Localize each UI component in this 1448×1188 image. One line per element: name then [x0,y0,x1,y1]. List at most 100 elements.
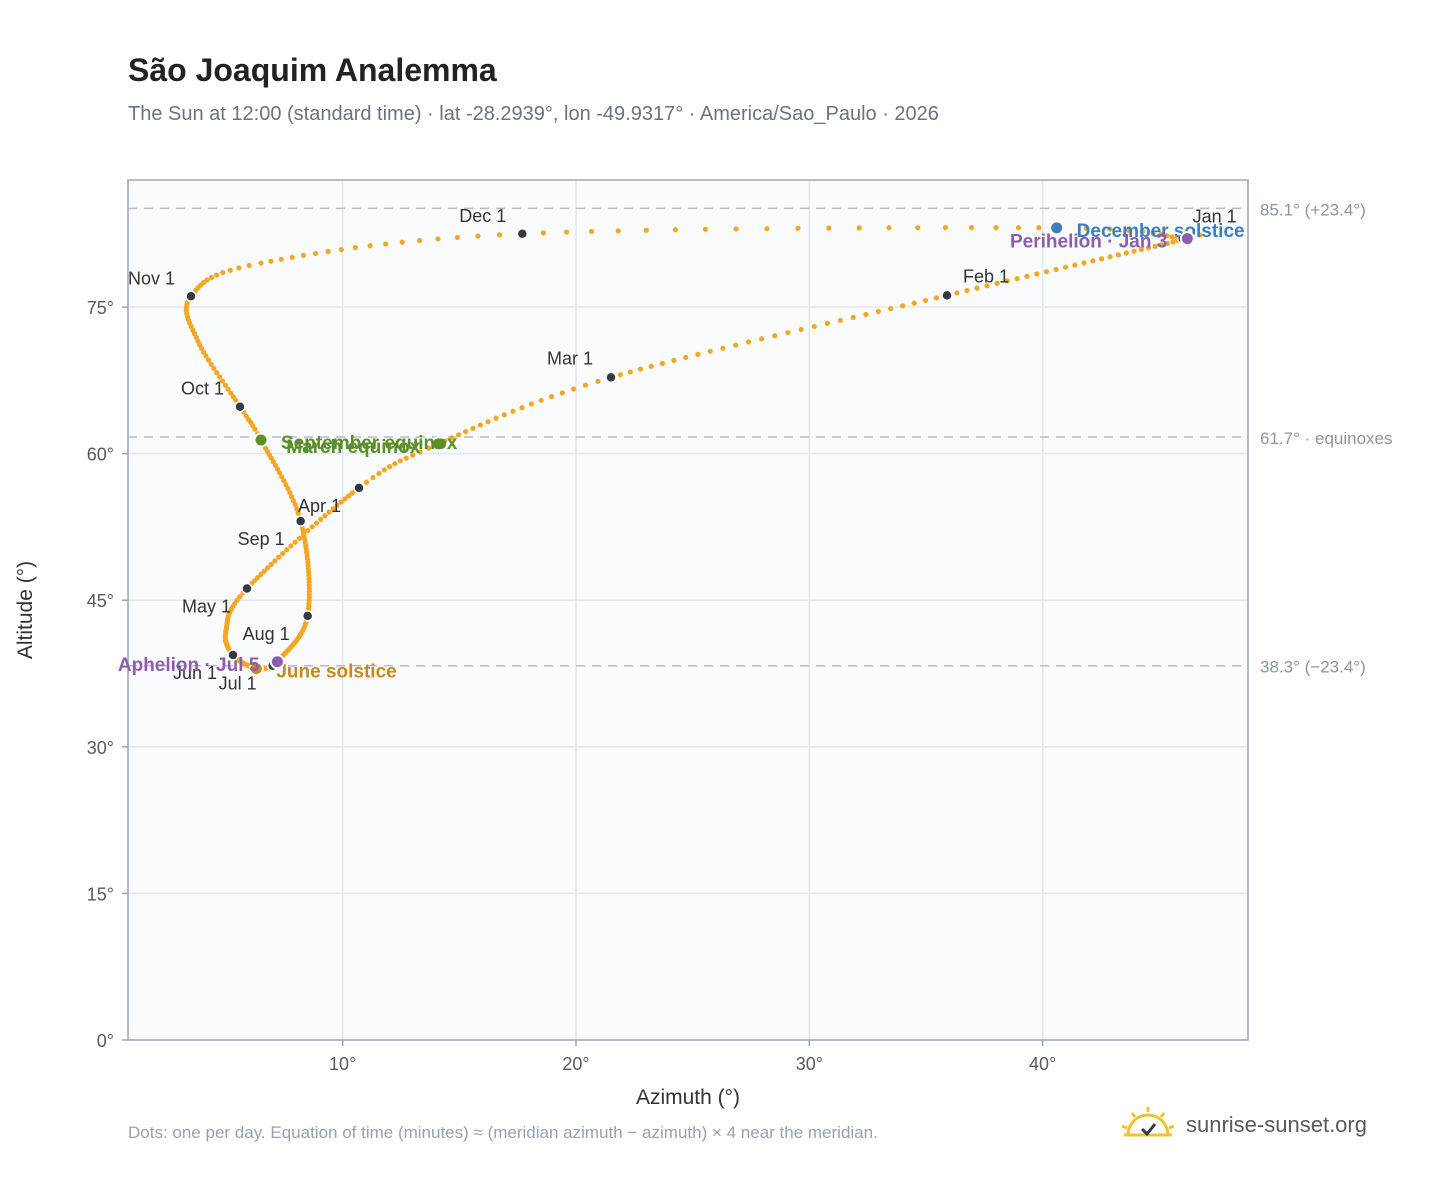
month-marker [294,515,307,527]
daily-dot [258,260,264,266]
x-axis-label: Azimuth (°) [636,1086,740,1109]
daily-dot [211,365,217,371]
daily-dot [322,513,328,519]
daily-dot [1150,230,1156,236]
daily-dot [1004,278,1010,284]
daily-dot [227,267,233,273]
brand[interactable]: sunrise-sunset.org [1120,1100,1367,1150]
daily-dot [370,474,376,481]
daily-dot [417,449,423,455]
daily-dot [312,250,319,257]
daily-dot [563,229,570,235]
footnote: Dots: one per day. Equation of time (min… [128,1123,878,1142]
daily-dot [1170,239,1176,245]
reference-line-label: 38.3° (−23.4°) [1260,658,1366,677]
daily-dot [968,225,975,231]
daily-dot [785,330,791,336]
daily-dot [383,241,389,247]
daily-dot [367,243,373,249]
month-label: Dec 1 [459,206,506,226]
daily-dot [288,543,294,549]
reference-lines: 85.1° (+23.4°) 61.7° · equinoxes 38.3° (−2… [128,200,1393,677]
month-label: Oct 1 [181,379,224,399]
daily-dot [540,230,546,236]
daily-dot [403,455,409,461]
daily-dot [595,378,601,384]
reference-line-label: 61.7° · equinoxes [1260,429,1393,448]
daily-dot [349,490,355,496]
daily-dot [993,225,999,231]
daily-dot [837,317,843,323]
daily-dot [1164,233,1170,239]
month-marker [227,649,239,661]
daily-dot [1169,234,1175,240]
daily-dot [352,245,358,251]
daily-dot [759,336,765,342]
daily-dot [795,225,801,231]
daily-dot [208,361,214,367]
daily-dot [203,353,209,359]
daily-dot [397,458,403,464]
daily-dot [236,265,242,271]
daily-dot [376,470,382,476]
daily-dot [627,369,633,375]
daily-dot [338,246,344,253]
daily-dot [220,270,226,276]
daily-dot [1123,250,1129,256]
daily-dot [856,225,862,231]
event-label: December solstice [1077,221,1245,242]
daily-dot [915,225,921,231]
month-marker [234,400,246,413]
daily-dot [346,493,352,499]
x-tick-label: 40° [1029,1054,1056,1074]
month-marker [353,482,365,494]
y-tick-label: 45° [87,591,114,611]
daily-dot [309,524,315,530]
daily-dot [538,397,544,403]
month-label: Jun 1 [173,663,217,683]
daily-dot [205,357,212,363]
daily-dot [477,422,483,428]
daily-dot [1053,266,1059,273]
daily-dot [287,489,293,496]
daily-dot [334,502,340,508]
daily-dot [410,452,416,458]
event-label: September equinox [281,433,458,454]
daily-dot [295,510,301,516]
daily-dot [964,287,970,294]
daily-dot [195,338,201,344]
daily-dot [702,226,709,232]
daily-dot [1152,243,1158,249]
daily-dot [381,467,388,473]
daily-dot [485,419,491,425]
y-axis-label: Altitude (°) [14,561,37,659]
event-marker [1179,231,1195,247]
event-marker [248,661,264,677]
daily-dot [1107,254,1113,260]
daily-dot [214,272,220,278]
daily-dot [1145,245,1152,251]
daily-dot [1107,226,1113,232]
month-marker [516,228,529,240]
daily-dot [219,378,226,384]
daily-dot [582,382,589,388]
event-label: Aphelion · Jul 5 [118,655,260,676]
daily-dot [1115,252,1121,258]
daily-dot [200,349,207,355]
month-label: Aug 1 [243,624,290,644]
daily-dot [296,535,302,541]
daily-dot [811,323,817,330]
month-label: Jan 1 [1193,207,1237,227]
daily-dot [305,528,311,534]
daily-dot [733,226,739,232]
daily-dot [954,290,960,296]
daily-dot [318,516,324,522]
daily-dot [280,550,286,557]
daily-dot [772,333,778,339]
daily-dot [277,470,283,476]
daily-dot [435,236,441,242]
daily-dot [510,408,516,414]
daily-dot [1164,240,1171,246]
daily-dot [237,594,243,600]
